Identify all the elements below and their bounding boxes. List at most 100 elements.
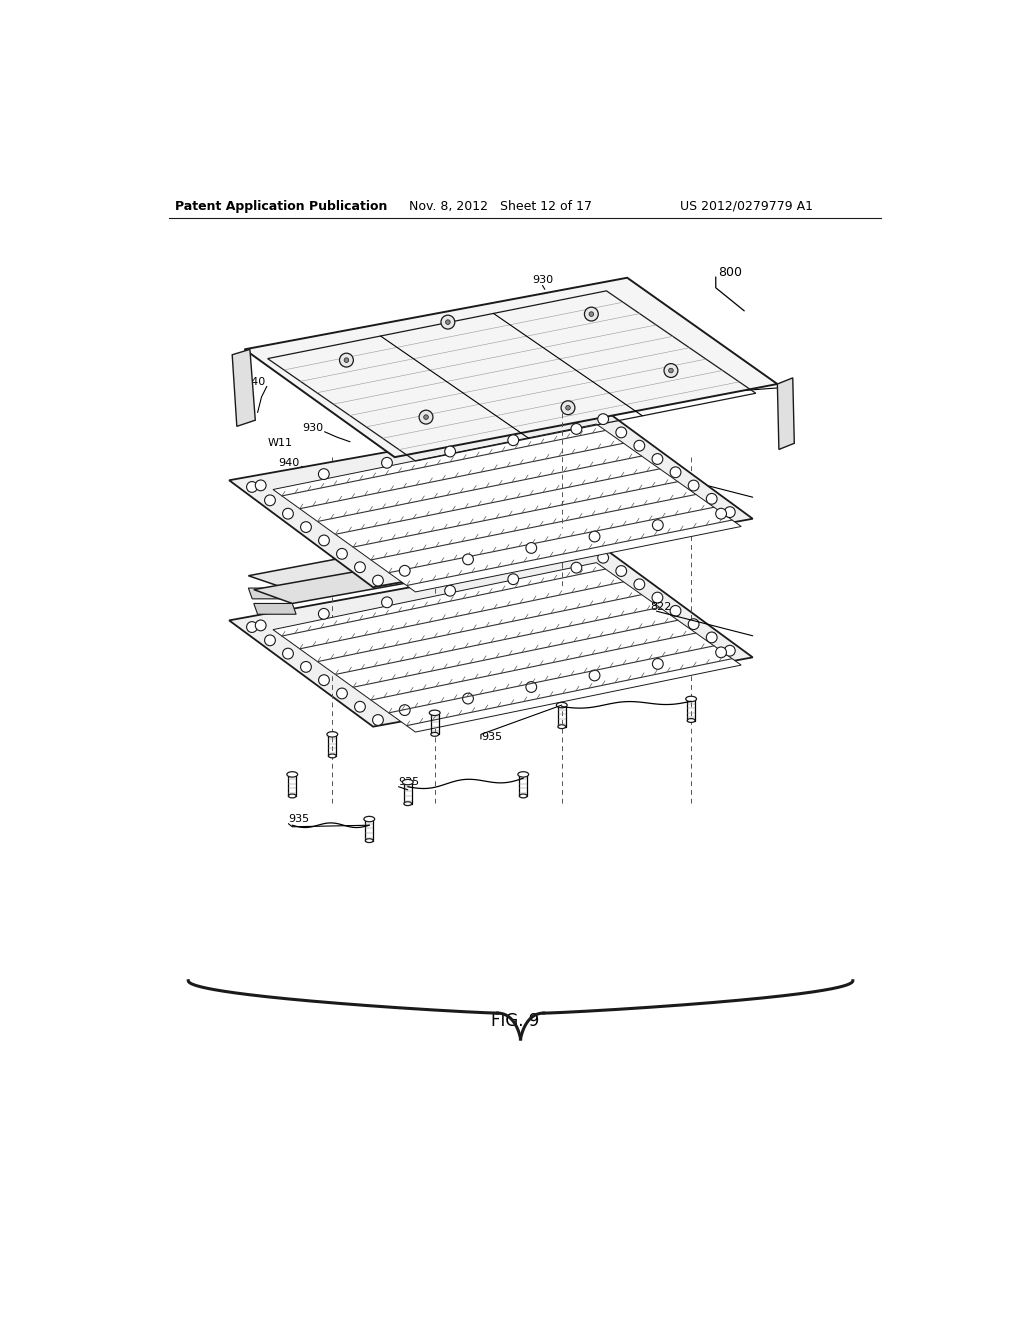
Circle shape bbox=[382, 597, 392, 607]
Circle shape bbox=[441, 315, 455, 329]
Circle shape bbox=[716, 508, 726, 519]
Text: 930: 930 bbox=[648, 363, 669, 372]
Text: 920: 920 bbox=[637, 308, 657, 317]
Polygon shape bbox=[229, 412, 753, 587]
Circle shape bbox=[561, 401, 574, 414]
Text: 940: 940 bbox=[279, 458, 300, 467]
Text: 821: 821 bbox=[650, 463, 672, 473]
Circle shape bbox=[255, 620, 266, 631]
Ellipse shape bbox=[519, 795, 527, 797]
Ellipse shape bbox=[287, 772, 298, 777]
Circle shape bbox=[589, 671, 600, 681]
Text: 935: 935 bbox=[398, 777, 420, 787]
Ellipse shape bbox=[558, 725, 565, 729]
Circle shape bbox=[264, 635, 275, 645]
Ellipse shape bbox=[431, 733, 438, 737]
Circle shape bbox=[301, 661, 311, 672]
Circle shape bbox=[255, 480, 266, 491]
Circle shape bbox=[444, 446, 456, 457]
Circle shape bbox=[318, 609, 330, 619]
Circle shape bbox=[724, 507, 735, 517]
Text: 930: 930 bbox=[287, 488, 307, 499]
Circle shape bbox=[585, 308, 598, 321]
Ellipse shape bbox=[329, 754, 336, 758]
Circle shape bbox=[399, 705, 411, 715]
Ellipse shape bbox=[327, 731, 338, 737]
Circle shape bbox=[373, 576, 383, 586]
Circle shape bbox=[688, 480, 699, 491]
Circle shape bbox=[707, 494, 717, 504]
Circle shape bbox=[247, 482, 257, 492]
Ellipse shape bbox=[403, 801, 412, 805]
Text: 930: 930 bbox=[648, 346, 669, 356]
Circle shape bbox=[444, 585, 456, 597]
Circle shape bbox=[652, 454, 663, 465]
Text: Patent Application Publication: Patent Application Publication bbox=[174, 199, 387, 213]
Circle shape bbox=[652, 520, 664, 531]
Ellipse shape bbox=[402, 779, 413, 785]
Polygon shape bbox=[249, 515, 611, 589]
Circle shape bbox=[716, 647, 726, 657]
Polygon shape bbox=[273, 562, 741, 733]
Ellipse shape bbox=[518, 772, 528, 777]
Circle shape bbox=[247, 622, 257, 632]
Circle shape bbox=[688, 619, 699, 630]
Ellipse shape bbox=[429, 710, 440, 715]
Text: T11: T11 bbox=[571, 438, 592, 449]
Circle shape bbox=[318, 469, 330, 479]
Circle shape bbox=[615, 428, 627, 438]
Circle shape bbox=[373, 714, 383, 726]
Circle shape bbox=[526, 543, 537, 553]
Circle shape bbox=[707, 632, 717, 643]
Text: 830: 830 bbox=[631, 521, 652, 532]
Circle shape bbox=[634, 441, 645, 451]
Circle shape bbox=[318, 675, 330, 685]
Circle shape bbox=[589, 312, 594, 317]
Circle shape bbox=[508, 574, 518, 585]
Text: US 2012/0279779 A1: US 2012/0279779 A1 bbox=[680, 199, 813, 213]
Circle shape bbox=[571, 424, 582, 434]
Circle shape bbox=[340, 354, 353, 367]
Circle shape bbox=[463, 554, 473, 565]
Circle shape bbox=[283, 508, 293, 519]
Text: 945: 945 bbox=[407, 384, 428, 395]
Circle shape bbox=[337, 688, 347, 698]
Circle shape bbox=[652, 659, 664, 669]
Circle shape bbox=[615, 566, 627, 577]
Circle shape bbox=[589, 531, 600, 543]
Circle shape bbox=[318, 535, 330, 546]
Circle shape bbox=[399, 565, 411, 577]
Circle shape bbox=[664, 363, 678, 378]
Circle shape bbox=[419, 411, 433, 424]
Polygon shape bbox=[245, 277, 777, 457]
Circle shape bbox=[463, 693, 473, 704]
Text: 800: 800 bbox=[718, 265, 742, 279]
Circle shape bbox=[669, 368, 673, 372]
Polygon shape bbox=[254, 603, 296, 614]
Ellipse shape bbox=[364, 816, 375, 822]
Ellipse shape bbox=[556, 702, 567, 708]
Circle shape bbox=[424, 414, 428, 420]
Polygon shape bbox=[249, 589, 289, 599]
Text: 930: 930 bbox=[302, 422, 323, 433]
Polygon shape bbox=[273, 424, 741, 591]
Polygon shape bbox=[254, 524, 662, 603]
Circle shape bbox=[652, 593, 663, 603]
Circle shape bbox=[598, 552, 608, 564]
Ellipse shape bbox=[289, 795, 296, 797]
Circle shape bbox=[670, 467, 681, 478]
Text: Nov. 8, 2012   Sheet 12 of 17: Nov. 8, 2012 Sheet 12 of 17 bbox=[409, 199, 592, 213]
Text: FIG. 9: FIG. 9 bbox=[492, 1012, 540, 1030]
Text: T12: T12 bbox=[571, 517, 592, 527]
Ellipse shape bbox=[687, 718, 695, 722]
Circle shape bbox=[526, 681, 537, 693]
Text: W11: W11 bbox=[267, 438, 292, 449]
Text: 810: 810 bbox=[654, 323, 675, 333]
Circle shape bbox=[354, 701, 366, 711]
Ellipse shape bbox=[366, 838, 373, 842]
Ellipse shape bbox=[686, 696, 696, 702]
Circle shape bbox=[344, 358, 349, 363]
Circle shape bbox=[445, 319, 451, 325]
Circle shape bbox=[670, 606, 681, 616]
Circle shape bbox=[508, 434, 518, 446]
